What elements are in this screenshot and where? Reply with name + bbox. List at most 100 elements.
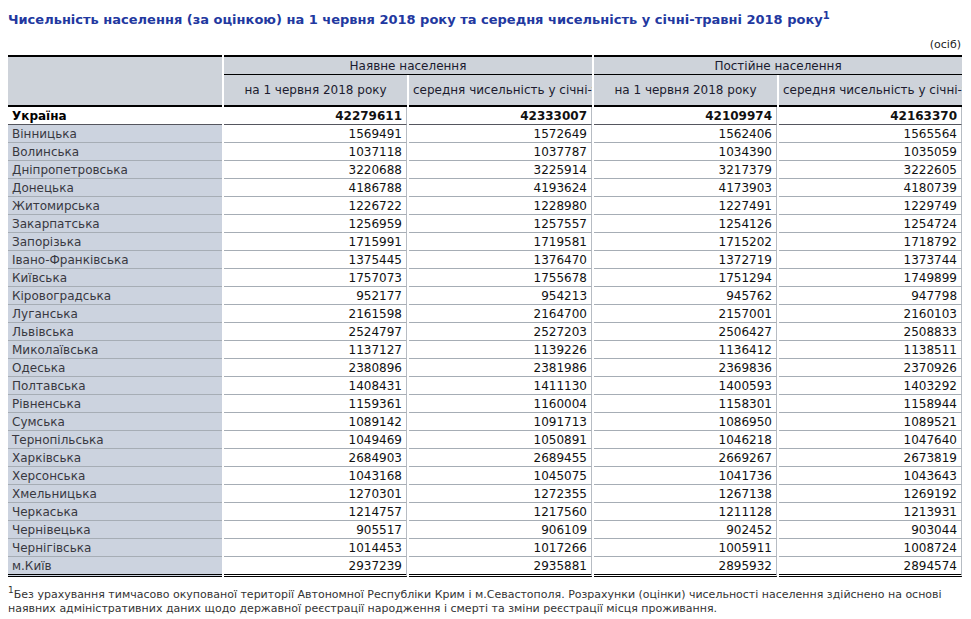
population-value: 2161598 (224, 305, 407, 323)
region-name: Чернігівська (8, 539, 222, 557)
population-value: 903044 (779, 521, 962, 539)
population-value: 4173903 (594, 179, 777, 197)
population-value: 1045075 (409, 467, 592, 485)
population-value: 4193624 (409, 179, 592, 197)
table-row: Хмельницька1270301127235512671381269192 (8, 485, 962, 503)
subheader-permanent-june1: на 1 червня 2018 року (594, 75, 777, 107)
region-name: Луганська (8, 305, 222, 323)
population-value: 1214757 (224, 503, 407, 521)
table-row: Одеська2380896238198623698362370926 (8, 359, 962, 377)
population-value: 2669267 (594, 449, 777, 467)
table-row: Тернопільська104946910508911046218104764… (8, 431, 962, 449)
population-value: 1757073 (224, 269, 407, 287)
population-value: 1565564 (779, 125, 962, 143)
population-value: 2508833 (779, 323, 962, 341)
region-name: Кіровоградська (8, 287, 222, 305)
population-value: 1046218 (594, 431, 777, 449)
region-name: Херсонська (8, 467, 222, 485)
region-name: Львівська (8, 323, 222, 341)
group-header-present-population: Наявне населення (224, 55, 592, 75)
population-value: 952177 (224, 287, 407, 305)
population-value: 1227491 (594, 197, 777, 215)
population-value: 1160004 (409, 395, 592, 413)
page: Чисельність населення (за оцінкою) на 1 … (0, 0, 971, 619)
population-value: 2937239 (224, 557, 407, 577)
population-value: 1138511 (779, 341, 962, 359)
region-name: Україна (8, 107, 222, 125)
population-value: 1211128 (594, 503, 777, 521)
population-value: 905517 (224, 521, 407, 539)
region-name: Київська (8, 269, 222, 287)
population-value: 3222605 (779, 161, 962, 179)
population-value: 1715991 (224, 233, 407, 251)
table-row: Дніпропетровська322068832259143217379322… (8, 161, 962, 179)
population-value: 1226722 (224, 197, 407, 215)
population-value: 2380896 (224, 359, 407, 377)
region-name: Тернопільська (8, 431, 222, 449)
population-value: 1047640 (779, 431, 962, 449)
population-value: 1373744 (779, 251, 962, 269)
population-value: 3225914 (409, 161, 592, 179)
population-value: 1270301 (224, 485, 407, 503)
population-value: 2527203 (409, 323, 592, 341)
population-value: 1158301 (594, 395, 777, 413)
subheader-present-average: середня чисельність у січні-травні 2018 … (409, 75, 592, 107)
region-name: Івано-Франківська (8, 251, 222, 269)
population-value: 1008724 (779, 539, 962, 557)
population-value: 2935881 (409, 557, 592, 577)
population-value: 2164700 (409, 305, 592, 323)
population-value: 2157001 (594, 305, 777, 323)
population-value: 1213931 (779, 503, 962, 521)
table-row: Черкаська1214757121756012111281213931 (8, 503, 962, 521)
population-value: 1408431 (224, 377, 407, 395)
population-value: 2524797 (224, 323, 407, 341)
table-row: Київська1757073175567817512941749899 (8, 269, 962, 287)
population-value: 1089142 (224, 413, 407, 431)
table-row: Івано-Франківська13754451376470137271913… (8, 251, 962, 269)
population-value: 1256959 (224, 215, 407, 233)
population-value: 1034390 (594, 143, 777, 161)
region-name: Полтавська (8, 377, 222, 395)
page-title-footnote-marker: 1 (823, 10, 830, 21)
footnote: 1Без урахування тимчасово окупованої тер… (8, 583, 960, 616)
population-value: 1411130 (409, 377, 592, 395)
page-title-text: Чисельність населення (за оцінкою) на 1 … (8, 12, 823, 27)
population-table: Наявне населення Постійне населення на 1… (6, 55, 964, 577)
table-row: Донецька4186788419362441739034180739 (8, 179, 962, 197)
population-value: 1267138 (594, 485, 777, 503)
region-name: Волинська (8, 143, 222, 161)
population-value: 1562406 (594, 125, 777, 143)
population-value: 1719581 (409, 233, 592, 251)
population-value: 1041736 (594, 467, 777, 485)
population-value: 1159361 (224, 395, 407, 413)
population-value: 1229749 (779, 197, 962, 215)
population-value: 1718792 (779, 233, 962, 251)
region-name: Одеська (8, 359, 222, 377)
table-row: Чернівецька905517906109902452903044 (8, 521, 962, 539)
population-value: 42163370 (779, 107, 962, 125)
population-value: 1755678 (409, 269, 592, 287)
population-value: 3220688 (224, 161, 407, 179)
population-value: 1257557 (409, 215, 592, 233)
region-name: Запорізька (8, 233, 222, 251)
population-value: 1569491 (224, 125, 407, 143)
population-value: 1037787 (409, 143, 592, 161)
population-value: 2894574 (779, 557, 962, 577)
population-value: 1091713 (409, 413, 592, 431)
table-row: Чернігівська1014453101726610059111008724 (8, 539, 962, 557)
population-value: 1049469 (224, 431, 407, 449)
table-row: Херсонська1043168104507510417361043643 (8, 467, 962, 485)
population-value: 1715202 (594, 233, 777, 251)
table-row: Полтавська1408431141113014005931403292 (8, 377, 962, 395)
population-value: 1372719 (594, 251, 777, 269)
footnote-text: Без урахування тимчасово окупованої тери… (8, 588, 942, 615)
population-value: 945762 (594, 287, 777, 305)
table-row: Кіровоградська952177954213945762947798 (8, 287, 962, 305)
region-name: Житомирська (8, 197, 222, 215)
population-value: 1403292 (779, 377, 962, 395)
table-row: Львівська2524797252720325064272508833 (8, 323, 962, 341)
population-value: 1050891 (409, 431, 592, 449)
table-row: м.Київ2937239293588128959322894574 (8, 557, 962, 577)
population-value: 1014453 (224, 539, 407, 557)
population-value: 1375445 (224, 251, 407, 269)
